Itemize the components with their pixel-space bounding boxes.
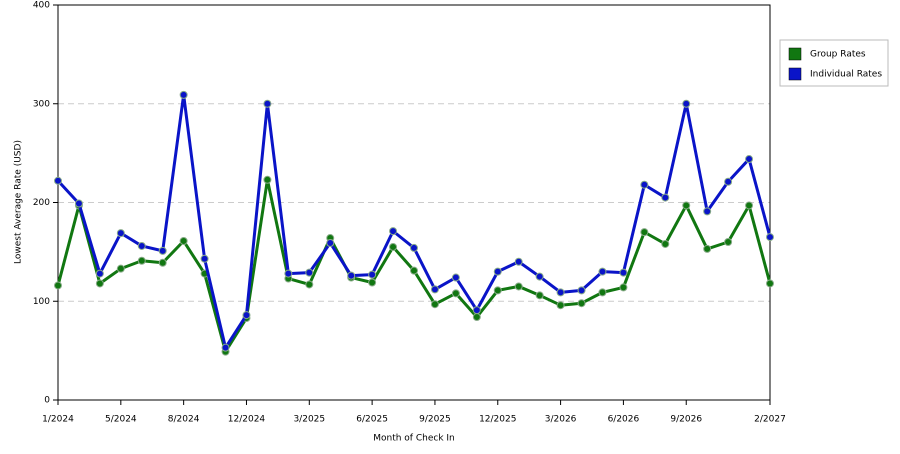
point	[389, 227, 398, 236]
point	[200, 254, 209, 263]
point	[410, 243, 418, 252]
point	[514, 257, 523, 266]
point	[284, 269, 293, 278]
point	[556, 301, 565, 310]
point	[598, 267, 607, 276]
point	[305, 268, 314, 277]
point	[451, 289, 460, 298]
point	[682, 201, 691, 210]
point	[451, 273, 460, 282]
point	[242, 311, 251, 320]
plot-frame	[57, 4, 771, 401]
y-tick-label: 300	[33, 99, 50, 109]
legend-swatch	[788, 47, 802, 61]
x-tick-label: 2/2027	[754, 415, 786, 425]
point	[326, 238, 335, 247]
x-tick-label: 6/2026	[608, 415, 640, 425]
x-tick-label: 12/2024	[228, 415, 266, 425]
point	[179, 237, 188, 246]
point	[430, 300, 439, 309]
y-tick-label: 100	[33, 297, 50, 307]
point	[368, 270, 377, 279]
point	[598, 288, 607, 297]
point	[472, 313, 481, 322]
point	[263, 175, 272, 184]
point	[766, 279, 774, 288]
point	[158, 258, 167, 267]
y-tick-label: 200	[33, 198, 50, 208]
y-tick-label: 400	[33, 1, 50, 11]
point	[137, 256, 146, 265]
point	[661, 193, 670, 202]
y-axis-label: Lowest Average Rate (USD)	[14, 140, 24, 264]
point	[116, 264, 125, 273]
point	[556, 288, 565, 297]
x-tick-label: 8/2024	[168, 415, 200, 425]
series-line	[56, 93, 772, 350]
point	[347, 271, 356, 280]
point	[745, 201, 754, 210]
x-tick-label: 3/2025	[293, 415, 325, 425]
x-tick-label: 9/2026	[670, 415, 702, 425]
point	[158, 246, 167, 255]
point	[703, 244, 712, 253]
point	[95, 269, 104, 278]
point	[95, 279, 104, 288]
x-tick-label: 6/2025	[356, 415, 388, 425]
legend-label: Group Rates	[810, 50, 866, 60]
x-tick-label: 9/2025	[419, 415, 451, 425]
point	[724, 238, 733, 246]
point	[766, 233, 774, 242]
point	[661, 239, 670, 248]
x-tick-label: 1/2024	[42, 415, 74, 425]
x-tick-label: 5/2024	[105, 415, 137, 425]
point	[682, 99, 691, 108]
point	[305, 280, 314, 289]
point	[724, 177, 733, 186]
point	[54, 281, 62, 290]
point	[410, 266, 418, 275]
point	[430, 285, 439, 294]
legend-swatch	[788, 67, 802, 81]
point	[577, 299, 586, 308]
point	[640, 228, 649, 237]
point	[619, 283, 628, 292]
point	[535, 291, 544, 300]
point	[577, 286, 586, 295]
point	[179, 90, 188, 99]
point	[263, 99, 272, 108]
point	[74, 199, 83, 208]
point	[116, 229, 125, 238]
point	[472, 306, 481, 315]
point	[514, 282, 523, 291]
point	[221, 343, 230, 352]
point	[137, 241, 146, 250]
point	[619, 268, 628, 277]
point	[640, 180, 649, 189]
point	[535, 272, 544, 281]
point	[745, 155, 754, 164]
x-tick-label: 12/2025	[479, 415, 516, 425]
x-axis-label: Month of Check In	[373, 434, 455, 444]
point	[493, 267, 502, 276]
legend-label: Individual Rates	[810, 70, 882, 80]
point	[389, 242, 398, 251]
point	[493, 286, 502, 295]
point	[703, 207, 712, 216]
x-tick-label: 3/2026	[545, 415, 577, 425]
point	[368, 278, 377, 287]
y-tick-label: 0	[44, 396, 50, 406]
point	[54, 176, 62, 185]
